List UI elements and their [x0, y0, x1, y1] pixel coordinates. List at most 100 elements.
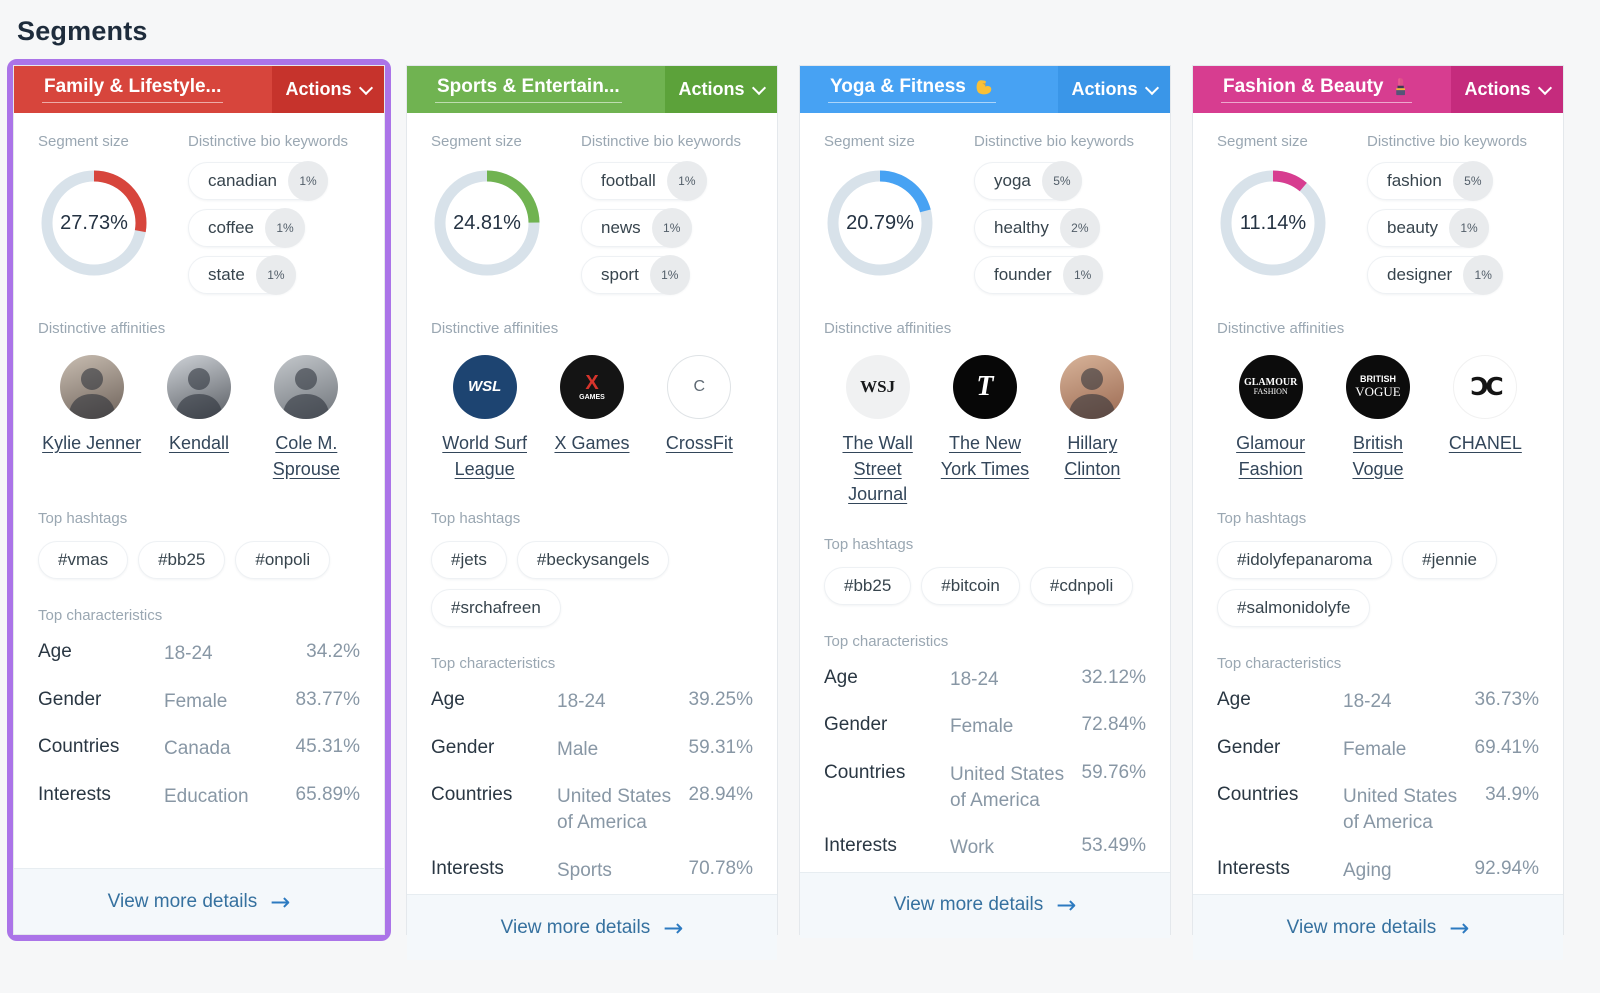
keyword-percent-badge: 1%	[255, 255, 296, 295]
keyword-label: news	[601, 218, 641, 237]
segment-title-label: Sports & Entertain...	[437, 76, 620, 97]
view-more-details-link[interactable]: View more details →	[800, 871, 1170, 938]
affinity-link[interactable]: Hillary Clinton	[1064, 433, 1121, 479]
affinity-link[interactable]: CHANEL	[1448, 433, 1522, 453]
keyword-label: yoga	[994, 171, 1031, 190]
actions-label: Actions	[678, 79, 745, 99]
affinity-link[interactable]: Kylie Jenner	[42, 433, 142, 453]
characteristic-label: Interests	[1217, 857, 1290, 879]
segments-row: Family & Lifestyle... Actions Segment si…	[7, 59, 1600, 961]
actions-label: Actions	[1071, 79, 1138, 99]
hashtags-list: #idolyfepanaroma #jennie #salmonidolyfe	[1217, 541, 1539, 628]
affinity-item: X GAMES X Games	[538, 355, 645, 482]
right-arrow-icon: →	[1449, 913, 1470, 942]
affinity-link[interactable]: Kendall	[168, 433, 230, 453]
affinity-item: WSL World Surf League	[431, 355, 538, 482]
characteristics-table: Age 18-24 34.2% Gender Female 83.77% Countries…	[38, 630, 360, 821]
affinity-link[interactable]: X Games	[554, 433, 630, 453]
characteristic-percent: 83.77%	[295, 688, 360, 710]
characteristic-row: Countries United States of America 59.76%	[824, 751, 1146, 824]
affinities-label: Distinctive affinities	[824, 320, 952, 337]
characteristic-row: Age 18-24 39.25%	[431, 678, 753, 726]
affinity-item: WSJ The Wall Street Journal	[824, 355, 931, 508]
avatar-photo	[274, 355, 339, 419]
keyword-pill: football 1%	[581, 161, 707, 201]
actions-button[interactable]: Actions	[1451, 66, 1563, 113]
affinity-link[interactable]: World Surf League	[442, 433, 527, 479]
brand-logo: WSL	[452, 355, 517, 419]
segment-card: Sports & Entertain... Actions Segment si…	[400, 59, 784, 961]
right-arrow-icon: →	[663, 913, 684, 942]
characteristic-label: Gender	[431, 736, 495, 758]
hashtag-pill: #bitcoin	[921, 566, 1020, 605]
segment-title-label: Family & Lifestyle...	[44, 76, 222, 97]
characteristics-table: Age 18-24 39.25% Gender Male 59.31% Countries U…	[431, 678, 753, 894]
brand-logo: GLAMOUR FASHION	[1238, 355, 1303, 419]
brand-logo: WSJ	[845, 355, 910, 419]
keyword-percent-badge: 1%	[265, 208, 306, 248]
affinity-link[interactable]: The Wall Street Journal	[842, 433, 913, 505]
actions-button[interactable]: Actions	[665, 66, 777, 113]
avatar-photo	[1060, 355, 1125, 419]
characteristic-row: Interests Aging 92.94%	[1217, 847, 1539, 895]
keyword-percent-badge: 2%	[1059, 208, 1100, 248]
view-more-details-link[interactable]: View more details →	[1193, 894, 1563, 961]
affinity-link[interactable]: Glamour Fashion	[1236, 433, 1306, 479]
brand-logo: X GAMES	[559, 355, 624, 419]
hashtag-pill: #srchafreen	[431, 589, 561, 628]
characteristic-row: Age 18-24 32.12%	[824, 656, 1146, 704]
characteristic-label: Interests	[431, 857, 504, 879]
characteristic-value: 18-24	[950, 668, 999, 690]
affinity-item: Kylie Jenner	[38, 355, 145, 482]
segment-size-donut-chart: 11.14%	[1217, 167, 1329, 279]
hashtag-pill: #beckysangels	[516, 541, 670, 580]
segment-size-value: 20.79%	[846, 211, 914, 234]
segment-title-link[interactable]: Family & Lifestyle...	[42, 76, 224, 103]
characteristic-row: Countries United States of America 28.94%	[431, 773, 753, 846]
brand-logo-text: FASHION	[1253, 387, 1288, 397]
view-more-details-link[interactable]: View more details →	[14, 868, 384, 934]
view-more-details-link[interactable]: View more details →	[407, 894, 777, 961]
segment-title-link[interactable]: Fashion & Beauty	[1221, 76, 1413, 103]
affinity-item: Hillary Clinton	[1039, 355, 1146, 508]
characteristic-value: 18-24	[164, 643, 213, 665]
characteristic-row: Gender Female 69.41%	[1217, 726, 1539, 774]
keyword-pill: sport 1%	[581, 255, 690, 295]
characteristic-row: Gender Female 72.84%	[824, 703, 1146, 751]
view-more-details-label: View more details	[893, 894, 1044, 916]
chevron-down-icon	[358, 80, 373, 95]
actions-button[interactable]: Actions	[1058, 66, 1170, 113]
segment-title-link[interactable]: Sports & Entertain...	[435, 76, 622, 103]
keyword-pill: beauty 1%	[1367, 208, 1490, 248]
affinity-link[interactable]: Cole M. Sprouse	[272, 433, 340, 479]
characteristics-table: Age 18-24 32.12% Gender Female 72.84% Countrie…	[824, 656, 1146, 872]
card-header: Family & Lifestyle... Actions	[14, 66, 384, 113]
segment-card: Fashion & Beauty Actions Segment size	[1186, 59, 1570, 961]
characteristic-percent: 34.2%	[306, 641, 360, 663]
affinity-item: ƆC CHANEL	[1432, 355, 1539, 482]
affinity-link[interactable]: British Vogue	[1352, 433, 1404, 479]
keyword-pill: healthy 2%	[974, 208, 1100, 248]
card-header: Sports & Entertain... Actions	[407, 66, 777, 113]
keyword-label: coffee	[208, 218, 255, 237]
affinity-link[interactable]: The New York Times	[940, 433, 1030, 479]
affinity-item: C CrossFit	[646, 355, 753, 482]
keyword-pill: state 1%	[188, 255, 296, 295]
keyword-label: canadian	[208, 171, 278, 190]
characteristic-row: Countries United States of America 34.9%	[1217, 773, 1539, 846]
characteristic-percent: 59.31%	[688, 736, 753, 758]
affinities-list: Kylie Jenner Kendall Cole M. Sprouse	[38, 355, 360, 482]
bio-keywords-list: yoga 5% healthy 2% founder 1%	[974, 161, 1146, 295]
segment-size-label: Segment size	[1217, 133, 1308, 150]
segment-title-link[interactable]: Yoga & Fitness	[828, 76, 996, 103]
characteristic-label: Gender	[1217, 736, 1281, 758]
characteristics-label: Top characteristics	[38, 607, 163, 625]
bio-keywords-label: Distinctive bio keywords	[188, 133, 349, 150]
actions-button[interactable]: Actions	[272, 66, 384, 113]
brand-logo: T	[952, 355, 1017, 419]
hashtags-list: #bb25 #bitcoin #cdnpoli	[824, 566, 1146, 605]
affinity-link[interactable]: CrossFit	[665, 433, 733, 453]
keyword-percent-badge: 1%	[1062, 255, 1103, 295]
hashtags-label: Top hashtags	[431, 510, 521, 528]
characteristic-row: Gender Male 59.31%	[431, 726, 753, 774]
